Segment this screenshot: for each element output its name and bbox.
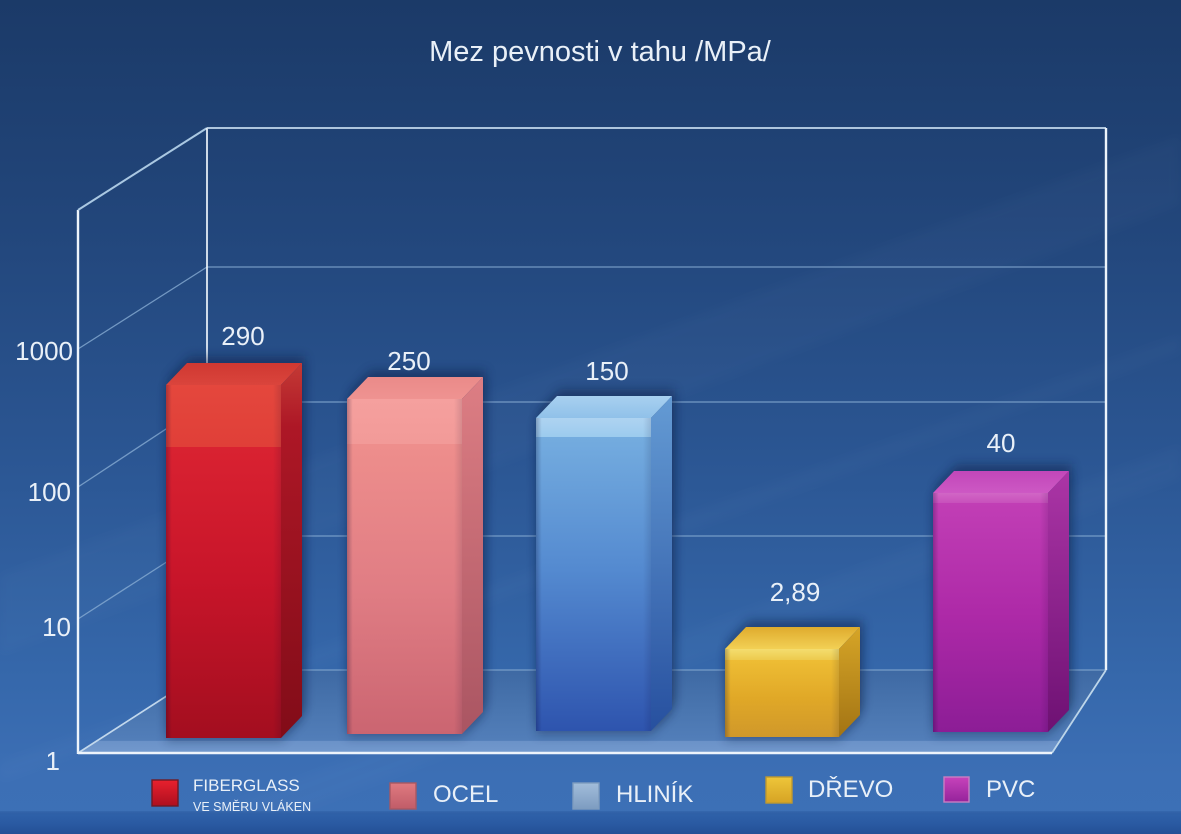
svg-text:PVC: PVC xyxy=(986,776,1035,803)
svg-text:40: 40 xyxy=(987,428,1016,458)
svg-text:FIBERGLASS: FIBERGLASS xyxy=(193,776,300,795)
svg-text:1: 1 xyxy=(46,746,60,776)
svg-text:HLINÍK: HLINÍK xyxy=(616,781,693,808)
svg-text:Mez pevnosti v tahu /MPa/: Mez pevnosti v tahu /MPa/ xyxy=(429,36,772,68)
svg-text:250: 250 xyxy=(387,346,430,376)
svg-text:2,89: 2,89 xyxy=(770,577,821,607)
svg-text:290: 290 xyxy=(221,321,264,351)
svg-text:DŘEVO: DŘEVO xyxy=(808,776,893,803)
svg-text:10: 10 xyxy=(42,612,71,642)
svg-text:150: 150 xyxy=(585,356,628,386)
svg-text:100: 100 xyxy=(28,477,71,507)
svg-text:1000: 1000 xyxy=(15,336,73,366)
svg-text:VE SMĚRU VLÁKEN: VE SMĚRU VLÁKEN xyxy=(193,799,311,814)
svg-text:OCEL: OCEL xyxy=(433,781,498,808)
